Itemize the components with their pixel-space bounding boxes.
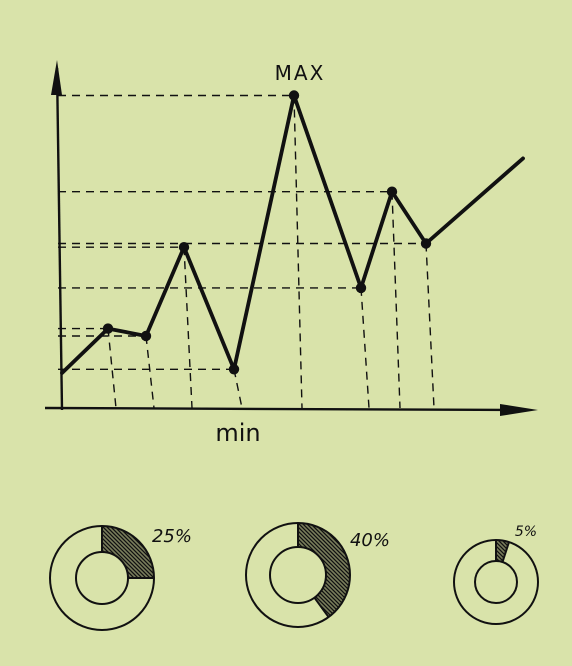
slice-label: 40% bbox=[350, 530, 390, 551]
x-axis bbox=[44, 406, 516, 412]
guide-line bbox=[425, 243, 435, 409]
series-line bbox=[60, 93, 525, 375]
guide-line bbox=[360, 287, 370, 409]
data-point bbox=[355, 282, 367, 294]
axes bbox=[44, 60, 538, 416]
donut-chart: 25% bbox=[49, 525, 192, 631]
guide-line bbox=[233, 369, 243, 409]
y-axis-arrow-icon bbox=[51, 60, 62, 95]
guide-line bbox=[391, 191, 401, 409]
data-point bbox=[420, 238, 432, 249]
guide-lines bbox=[58, 94, 435, 409]
slice-label: 25% bbox=[152, 526, 192, 547]
slice-edge bbox=[501, 541, 510, 563]
data-point bbox=[178, 242, 190, 253]
donut-inner-ring bbox=[75, 551, 129, 605]
y-axis bbox=[55, 67, 64, 411]
data-point bbox=[228, 364, 240, 375]
donut-chart: 5% bbox=[453, 524, 539, 625]
slice-label: 5% bbox=[515, 524, 537, 540]
guide-line bbox=[145, 335, 155, 409]
guide-line bbox=[293, 95, 303, 409]
donut-charts: 25% 40% 5% bbox=[49, 522, 539, 631]
series-polyline bbox=[60, 93, 525, 375]
donut-inner-ring bbox=[269, 546, 327, 604]
data-point bbox=[288, 90, 300, 101]
data-point bbox=[386, 186, 398, 197]
x-axis-arrow-icon bbox=[500, 404, 538, 416]
donut-inner-ring bbox=[474, 560, 518, 604]
data-point bbox=[140, 330, 152, 342]
max-label: MAX bbox=[275, 61, 326, 85]
min-label: min bbox=[215, 419, 260, 447]
slice-edge bbox=[313, 597, 330, 618]
data-point bbox=[102, 323, 114, 334]
data-points bbox=[102, 90, 432, 375]
guide-line bbox=[107, 328, 117, 409]
guide-line bbox=[183, 247, 193, 409]
